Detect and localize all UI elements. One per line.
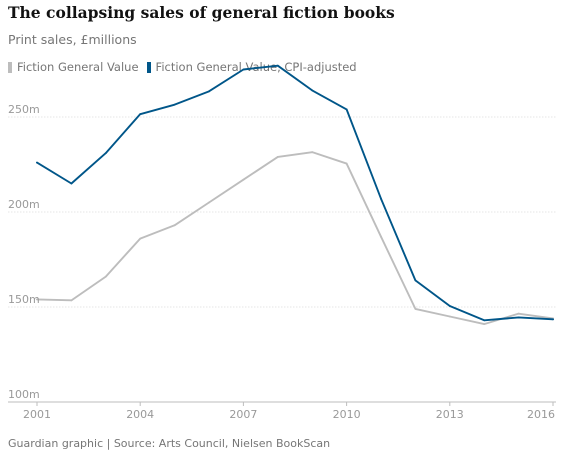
series-line-1 — [36, 64, 554, 322]
x-tick-label-3: 2010 — [333, 408, 361, 421]
series-line-0 — [36, 151, 554, 326]
data-point-series-1-12 — [448, 305, 451, 307]
y-tick-label-0: 100m — [8, 388, 40, 401]
axis-layer: 100m 150m 200m 250m 2001 2004 2007 2010 2013 2016 — [8, 103, 555, 421]
data-point-series-0-7 — [276, 156, 279, 158]
data-point-series-0-14 — [517, 312, 520, 315]
data-point-series-0-4 — [173, 224, 176, 227]
data-point-series-1-0 — [36, 161, 38, 164]
data-point-series-0-10 — [380, 235, 382, 238]
chart-title: The collapsing sales of general fiction … — [8, 3, 395, 22]
data-point-series-1-15 — [552, 318, 554, 321]
legend-item-series-1: Fiction General Value, CPI-adjusted — [146, 60, 357, 74]
data-point-series-0-0 — [36, 298, 38, 301]
data-point-series-0-13 — [483, 323, 486, 325]
data-point-series-0-11 — [414, 308, 417, 310]
data-point-series-0-2 — [104, 275, 107, 278]
y-tick-label-3: 250m — [8, 103, 40, 116]
data-point-series-1-4 — [173, 103, 176, 106]
y-tick-label-1: 150m — [8, 293, 40, 306]
data-point-series-1-5 — [208, 90, 210, 93]
data-point-series-0-6 — [242, 178, 245, 181]
data-point-series-0-5 — [208, 201, 210, 204]
data-point-series-0-8 — [311, 151, 314, 154]
data-point-series-1-8 — [311, 89, 314, 92]
legend-item-series-0: Fiction General Value — [8, 60, 139, 74]
y-tick-label-2: 200m — [8, 198, 40, 211]
data-point-series-0-9 — [345, 162, 348, 165]
legend-label-series-1: Fiction General Value, CPI-adjusted — [155, 60, 357, 74]
grid-layer — [8, 116, 556, 403]
data-point-series-0-3 — [139, 237, 142, 240]
x-tick-label-0: 2001 — [23, 408, 51, 421]
legend-label-series-0: Fiction General Value — [17, 60, 139, 74]
data-point-series-1-7 — [276, 64, 279, 67]
data-point-series-1-6 — [242, 68, 245, 71]
data-point-series-1-2 — [104, 152, 107, 155]
source-note: Guardian graphic | Source: Arts Council,… — [8, 437, 331, 450]
data-point-series-1-11 — [414, 279, 417, 282]
data-point-series-1-1 — [70, 182, 73, 185]
series-layer — [36, 64, 554, 326]
x-tick-label-5: 2016 — [527, 408, 555, 421]
legend: Fiction General Value Fiction General Va… — [8, 60, 365, 74]
legend-swatch-series-0 — [8, 61, 12, 73]
data-point-series-1-9 — [345, 108, 348, 111]
data-point-series-1-13 — [483, 319, 486, 322]
legend-swatch-series-1 — [146, 61, 151, 73]
data-point-series-1-3 — [139, 113, 142, 116]
data-point-series-0-1 — [70, 299, 73, 302]
data-point-series-0-12 — [448, 315, 451, 318]
data-point-series-1-10 — [380, 197, 382, 200]
x-tick-label-1: 2004 — [126, 408, 154, 421]
chart-subtitle: Print sales, £millions — [8, 32, 137, 47]
x-tick-label-4: 2013 — [436, 408, 464, 421]
data-point-series-1-14 — [517, 316, 520, 319]
x-tick-label-2: 2007 — [229, 408, 257, 421]
